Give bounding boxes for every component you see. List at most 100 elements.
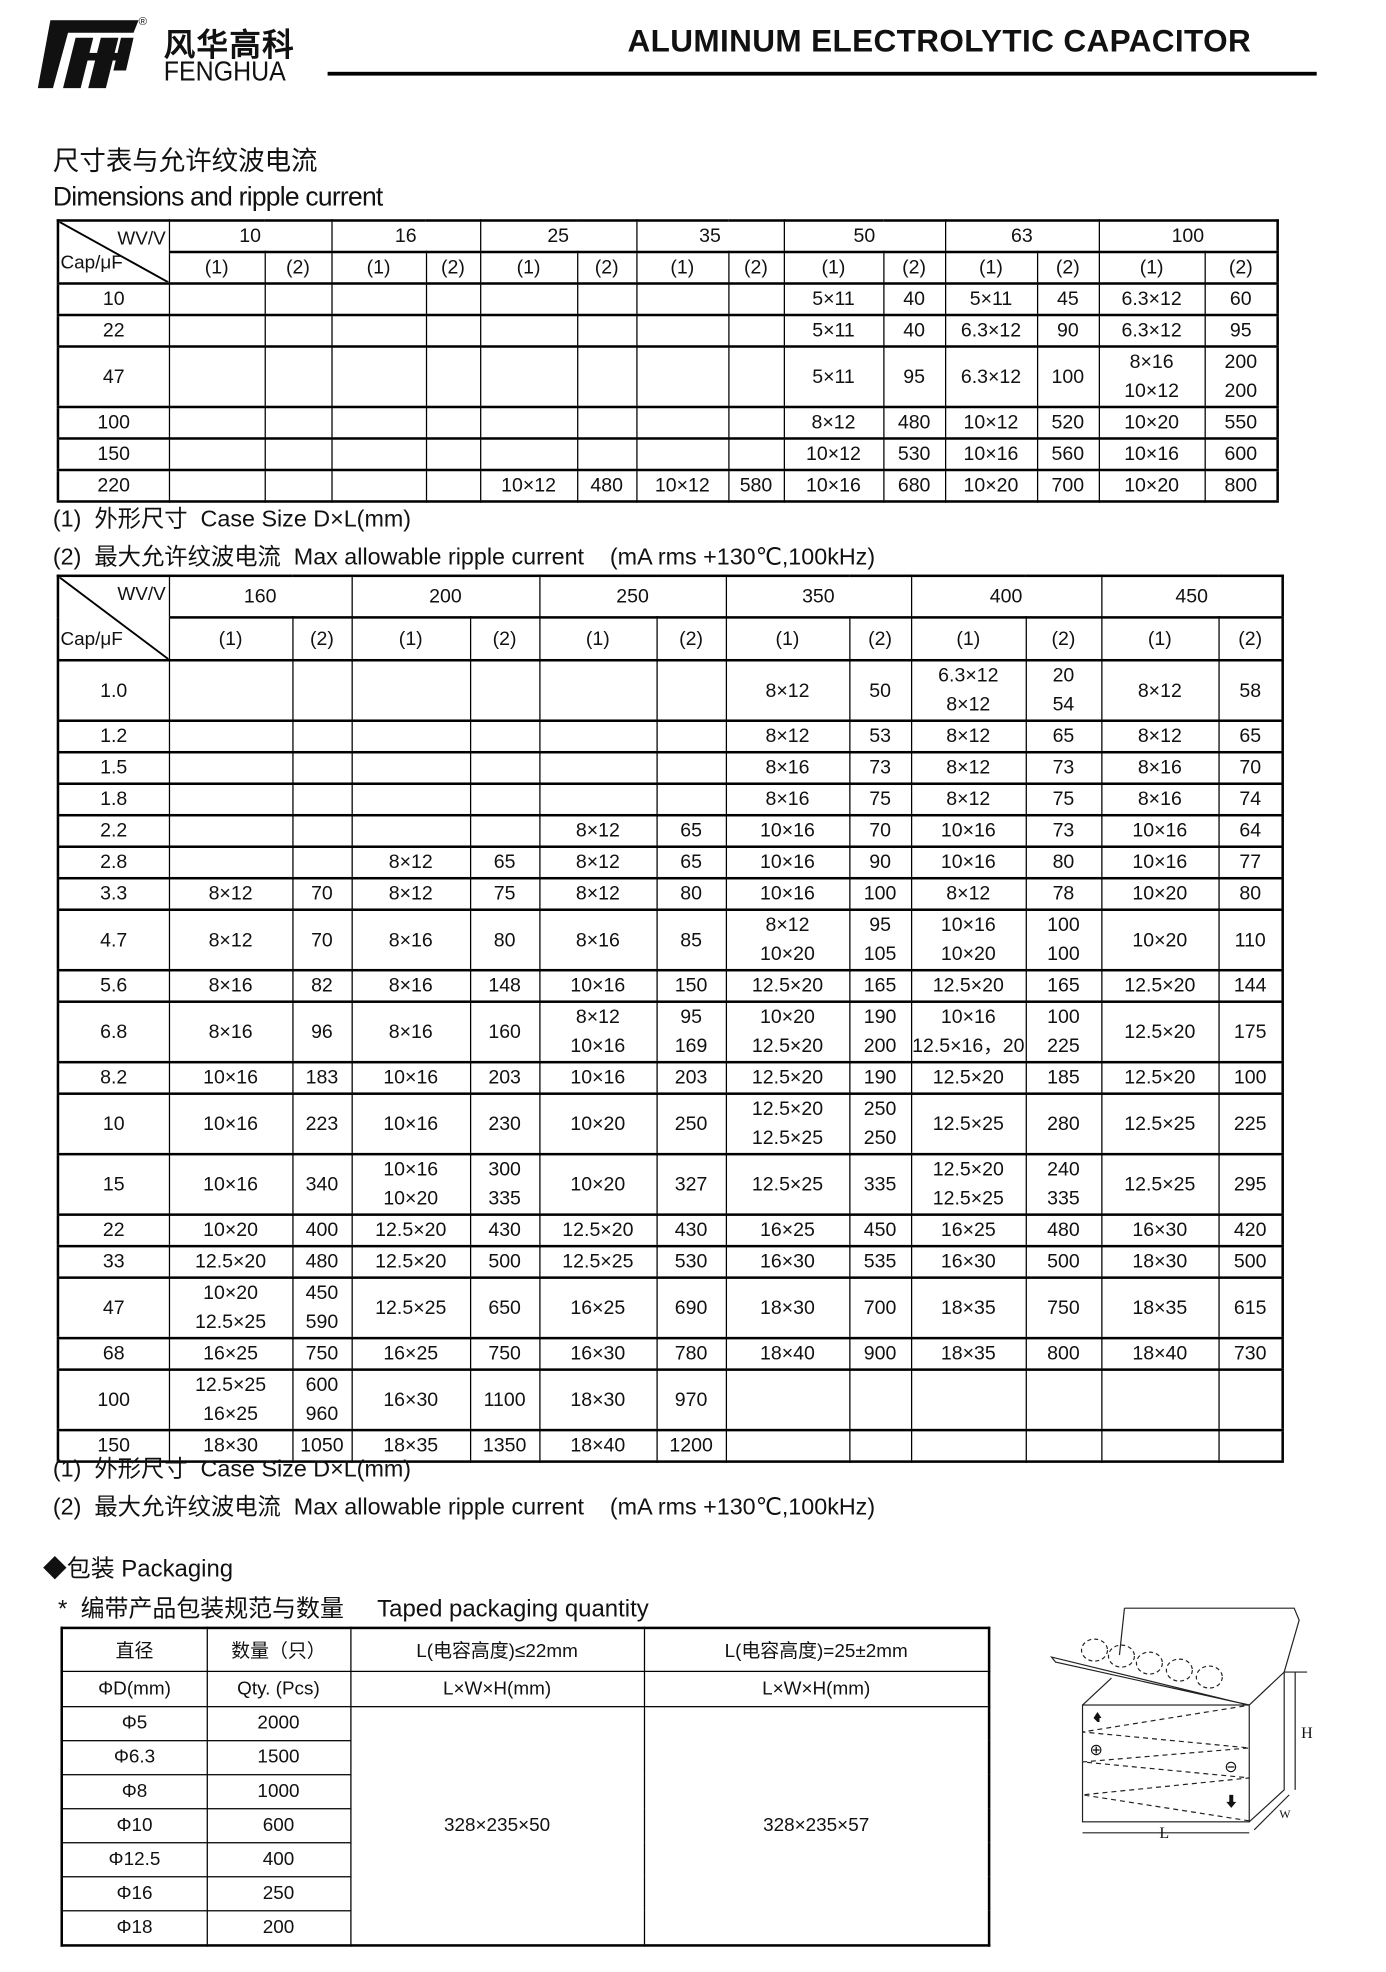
ripple-current-cell: 45 bbox=[1036, 282, 1100, 316]
ripple-current-cell: 430 bbox=[469, 1214, 540, 1247]
ripple-current-cell: 96 bbox=[291, 1001, 353, 1063]
case-size-cell bbox=[538, 783, 658, 816]
ripple-current-cell: 70 bbox=[1217, 751, 1284, 785]
diameter-cell: Φ6.3 bbox=[61, 1739, 208, 1775]
case-size-cell: 18×30 bbox=[168, 1429, 293, 1463]
minus-icon: ⊖ bbox=[1224, 1759, 1237, 1776]
ripple-current-cell: 65 bbox=[469, 846, 540, 879]
case-size-cell: 8×12 bbox=[1100, 720, 1220, 753]
voltage-header: 10 bbox=[168, 219, 333, 253]
case-size-cell: 5×11 bbox=[783, 314, 884, 348]
case-size-cell: 10×16 bbox=[1100, 814, 1220, 848]
case-size-cell bbox=[168, 469, 266, 503]
capacitance-cell: 2.8 bbox=[57, 846, 170, 879]
case-size-cell: 12.5×20 bbox=[725, 1061, 850, 1095]
ripple-current-cell bbox=[291, 659, 353, 722]
case-size-cell bbox=[635, 437, 729, 471]
plus-icon: ⊕ bbox=[1090, 1742, 1103, 1759]
ripple-current-cell bbox=[425, 437, 481, 471]
ripple-current-cell bbox=[655, 783, 727, 816]
diameter-cell: Φ12.5 bbox=[61, 1841, 208, 1877]
ripple-current-cell: 500 bbox=[1217, 1245, 1284, 1279]
ripple-current-cell: 300 335 bbox=[469, 1153, 540, 1216]
case-size-cell: 10×12 bbox=[635, 469, 729, 503]
ripple-current-header: (2) bbox=[727, 251, 785, 285]
table-row: 3.3 8×12 70 8×12 75 8×12 80 10×16 100 8×12 78 10×20… bbox=[57, 877, 1284, 911]
case-size-cell: 10×16 bbox=[350, 1093, 471, 1155]
packaging-subtitle: * 编带产品包装规范与数量 Taped packaging quantity bbox=[57, 1596, 649, 1623]
case-size-cell: 12.5×25 bbox=[538, 1245, 658, 1279]
case-size-cell bbox=[168, 751, 293, 785]
case-size-cell: 16×25 bbox=[910, 1214, 1027, 1247]
ripple-current-cell: 73 bbox=[1025, 814, 1102, 848]
case-size-cell: 16×30 bbox=[1100, 1214, 1220, 1247]
ripple-current-cell bbox=[469, 814, 540, 848]
ripple-current-cell: 680 bbox=[882, 469, 946, 503]
packaging-row: Φ10 600 bbox=[61, 1807, 989, 1843]
ripple-current-cell: 500 bbox=[1025, 1245, 1102, 1279]
case-size-cell: 10×12 bbox=[944, 406, 1038, 440]
case-size-cell: 12.5×25 bbox=[910, 1093, 1027, 1155]
packaging-row: Φ5 2000 328×235×50 328×235×57 bbox=[61, 1705, 990, 1946]
case-size-cell bbox=[168, 846, 293, 879]
case-size-cell: 8×12 bbox=[538, 814, 658, 848]
ripple-current-cell bbox=[576, 314, 637, 348]
case-size-header: (1) bbox=[538, 616, 658, 661]
voltage-header: 450 bbox=[1100, 575, 1284, 619]
header-qty-cn: 数量（只） bbox=[206, 1627, 351, 1672]
table-row: 33 12.5×20 480 12.5×20 500 12.5×25 530 16×30 535… bbox=[57, 1245, 1284, 1279]
case-size-cell: 10×16 10×20 bbox=[910, 909, 1027, 971]
ripple-current-header: (2) bbox=[425, 251, 481, 285]
ripple-current-cell: 148 bbox=[469, 969, 540, 1003]
ripple-current-cell: 95 169 bbox=[655, 1001, 727, 1063]
ripple-current-cell: 250 bbox=[655, 1093, 727, 1155]
ripple-current-cell: 100 bbox=[1036, 345, 1100, 408]
case-size-header: (1) bbox=[350, 616, 471, 661]
ripple-current-cell: 535 bbox=[848, 1245, 912, 1279]
case-size-cell: 8×16 bbox=[168, 969, 293, 1003]
capacitance-cell: 1.8 bbox=[57, 783, 170, 816]
ripple-current-cell: 450 bbox=[848, 1214, 912, 1247]
ripple-current-cell: 600 960 bbox=[291, 1368, 353, 1431]
voltage-header-row: WV/V Cap/μF 10 16 25 35 50 63 100 bbox=[57, 219, 1279, 285]
ripple-current-cell bbox=[1025, 1368, 1102, 1431]
case-size-cell: 10×20 bbox=[1098, 406, 1206, 440]
ripple-current-cell bbox=[263, 406, 333, 440]
case-size-cell: 8×12 bbox=[910, 720, 1027, 753]
case-size-cell: 8×16 bbox=[538, 909, 658, 971]
ripple-current-cell: 250 250 bbox=[848, 1093, 912, 1155]
capacitance-cell: 150 bbox=[57, 1429, 170, 1463]
section-title-en: Dimensions and ripple current bbox=[52, 182, 383, 212]
case-size-header: (1) bbox=[910, 616, 1027, 661]
ripple-current-cell bbox=[727, 345, 785, 408]
table-row: 220 10×12 480 10×12 580 10×16 680 10×20 700 10×20… bbox=[57, 469, 1279, 503]
case-size-cell bbox=[168, 282, 266, 316]
table-row: 47 10×20 12.5×25 450 590 12.5×25 650 16×25 690… bbox=[57, 1277, 1284, 1339]
table-row: 22 10×20 400 12.5×20 430 12.5×20 430 16×25 450 16… bbox=[57, 1214, 1284, 1247]
capacitors bbox=[1080, 1638, 1223, 1689]
ripple-current-cell bbox=[727, 314, 785, 348]
case-size-cell: 12.5×20 bbox=[725, 969, 850, 1003]
header-length-22: L(电容高度)≤22mm bbox=[349, 1627, 645, 1672]
ripple-current-cell bbox=[655, 659, 727, 722]
case-size-cell bbox=[168, 659, 293, 722]
dimensions-table-low-voltage: WV/V Cap/μF 10 16 25 35 50 63 100 (1) (2) (1) (2) (1)… bbox=[56, 219, 1279, 503]
case-size-cell: 10×16 bbox=[910, 846, 1027, 879]
ripple-current-cell bbox=[848, 1368, 912, 1431]
voltage-header: 400 bbox=[910, 575, 1102, 619]
height-label: H bbox=[1301, 1725, 1313, 1742]
case-size-cell bbox=[330, 314, 427, 348]
case-size-cell: 8×16 10×12 bbox=[1098, 345, 1206, 408]
case-size-cell bbox=[168, 345, 266, 408]
box-front-face bbox=[1081, 1704, 1250, 1823]
ripple-current-cell: 650 bbox=[469, 1277, 540, 1339]
ripple-current-cell: 750 bbox=[469, 1337, 540, 1371]
case-size-cell: 16×30 bbox=[725, 1245, 850, 1279]
ripple-current-cell: 560 bbox=[1036, 437, 1100, 471]
case-size-cell: 10×16 bbox=[1098, 437, 1206, 471]
ripple-current-cell bbox=[425, 469, 481, 503]
ripple-current-cell bbox=[576, 345, 637, 408]
case-size-cell: 12.5×25 bbox=[725, 1153, 850, 1216]
capacitance-cell: 10 bbox=[57, 282, 170, 316]
ripple-current-cell bbox=[425, 282, 481, 316]
